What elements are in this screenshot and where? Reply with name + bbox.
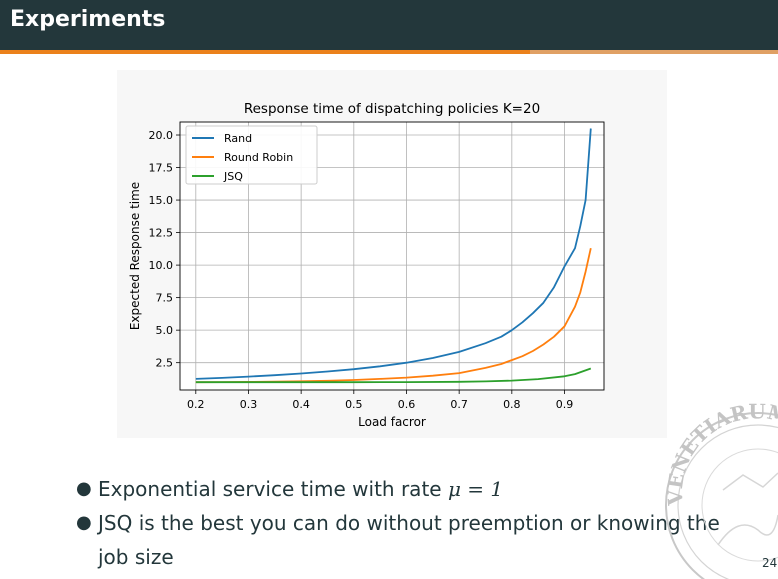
chart-title: Response time of dispatching policies K=… bbox=[244, 101, 540, 117]
bullet-text: Exponential service time with rate bbox=[98, 477, 448, 501]
x-tick-label: 0.4 bbox=[292, 398, 310, 411]
bullet-item: ● JSQ is the best you can do without pre… bbox=[76, 506, 756, 574]
y-tick-label: 17.5 bbox=[149, 162, 174, 175]
bullet-list: ● Exponential service time with rate μ =… bbox=[76, 472, 756, 574]
series-line-rand bbox=[195, 128, 592, 380]
x-tick-label: 0.8 bbox=[503, 398, 520, 411]
legend-label: Round Robin bbox=[224, 151, 293, 164]
plot-frame bbox=[179, 121, 605, 391]
bullet-math: μ = 1 bbox=[447, 477, 504, 501]
series-line-jsq bbox=[195, 367, 592, 384]
bullet-text: JSQ is the best you can do without preem… bbox=[98, 511, 720, 569]
legend-label: Rand bbox=[224, 132, 252, 145]
x-tick-label: 0.2 bbox=[187, 398, 205, 411]
legend-box bbox=[185, 125, 318, 185]
slide-title: Experiments bbox=[10, 7, 166, 32]
y-tick-label: 12.5 bbox=[149, 227, 174, 240]
slide-header: Experiments bbox=[0, 0, 778, 50]
y-tick-label: 7.5 bbox=[156, 292, 174, 305]
university-seal-logo: VENETIARUM bbox=[663, 399, 778, 579]
y-tick-label: 10.0 bbox=[149, 259, 174, 272]
y-tick-label: 20.0 bbox=[149, 129, 174, 142]
y-tick-label: 5.0 bbox=[156, 324, 174, 337]
svg-text:VENETIARUM: VENETIARUM bbox=[663, 399, 778, 507]
x-tick-label: 0.3 bbox=[240, 398, 258, 411]
y-tick-label: 2.5 bbox=[156, 357, 174, 370]
chart-series bbox=[195, 128, 592, 384]
y-axis-label: Expected Response time bbox=[128, 182, 142, 330]
bullet-item: ● Exponential service time with rate μ =… bbox=[76, 472, 756, 506]
x-axis-label: Load facror bbox=[358, 415, 426, 429]
response-time-chart: 0.2 0.3 0.4 0.5 0.6 0.7 0.8 0.9 2.5 5.0 7.5 10.0 12.… bbox=[128, 101, 605, 429]
page-number: 24 bbox=[762, 556, 778, 570]
x-tick-label: 0.7 bbox=[450, 398, 468, 411]
x-tick-label: 0.6 bbox=[398, 398, 416, 411]
legend-label: JSQ bbox=[223, 170, 243, 183]
bullet-icon: ● bbox=[76, 478, 92, 499]
y-tick-label: 15.0 bbox=[149, 194, 174, 207]
x-tick-label: 0.5 bbox=[345, 398, 363, 411]
header-progress-fill bbox=[0, 50, 530, 54]
chart-ticks: 0.2 0.3 0.4 0.5 0.6 0.7 0.8 0.9 2.5 5.0 7.5 10.0 12.… bbox=[149, 129, 574, 411]
chart-legend: Rand Round Robin JSQ bbox=[185, 125, 318, 185]
header-progress-bar bbox=[0, 50, 778, 54]
bullet-icon: ● bbox=[76, 512, 92, 533]
x-tick-label: 0.9 bbox=[556, 398, 574, 411]
